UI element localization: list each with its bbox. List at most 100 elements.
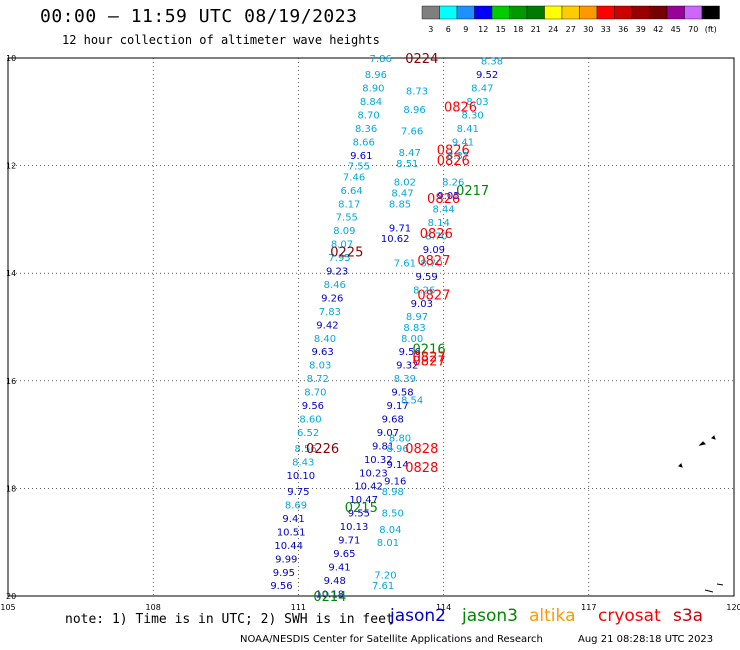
- x-tick-label: 114: [436, 603, 451, 612]
- swh-value: 9.81: [372, 441, 394, 452]
- swh-value: 8.96: [403, 105, 425, 116]
- colorbar-label: 36: [618, 25, 628, 34]
- pass-time-label: 0827: [417, 254, 450, 269]
- swh-value: 9.95: [273, 568, 295, 579]
- swh-value: 8.98: [382, 487, 404, 498]
- colorbar-label: 9: [463, 25, 468, 34]
- colorbar-label: 21: [531, 25, 541, 34]
- swh-value: 8.26: [442, 178, 464, 189]
- swh-value: 9.52: [476, 70, 498, 81]
- swh-value: 10.32: [364, 455, 393, 466]
- swh-value: 7.61: [372, 581, 394, 592]
- swh-value: 8.47: [391, 189, 413, 200]
- swh-value: 8.41: [457, 124, 479, 135]
- swh-value: 8.04: [379, 525, 401, 536]
- colorbar-label: 24: [548, 25, 558, 34]
- y-tick-label: 18: [6, 484, 16, 493]
- legend-jason3: jason3: [462, 606, 518, 626]
- swh-value: 8.26: [413, 285, 435, 296]
- pass-time-label: 0826: [437, 154, 470, 169]
- colorbar-swatch: [456, 5, 475, 20]
- colorbar-swatch: [474, 5, 493, 20]
- pass-time-label: 0827: [413, 354, 446, 369]
- colorbar-label: 6: [446, 25, 451, 34]
- swh-value: 8.09: [333, 226, 355, 237]
- colorbar-label: 33: [601, 25, 611, 34]
- swh-value: 8.54: [401, 396, 423, 407]
- colorbar-swatch: [649, 5, 668, 20]
- swh-value: 9.16: [384, 476, 406, 487]
- y-tick-label: 16: [6, 377, 16, 386]
- swh-value: 8.97: [406, 312, 428, 323]
- x-tick-label: 120: [726, 603, 740, 612]
- swh-value: 8.03: [466, 97, 488, 108]
- swh-value: 9.42: [316, 320, 338, 331]
- swh-value: 9.56: [270, 581, 292, 592]
- colorbar-swatch: [526, 5, 545, 20]
- swh-value: 10.44: [274, 541, 303, 552]
- colorbar-label: 3: [428, 25, 433, 34]
- swh-value: 8.85: [389, 199, 411, 210]
- colorbar-label: 12: [478, 25, 488, 34]
- swh-value: 8.01: [377, 538, 399, 549]
- map-frame: [7, 57, 735, 597]
- swh-value: 9.56: [399, 347, 421, 358]
- colorbar-swatch: [701, 5, 720, 20]
- swh-value: 9.17: [386, 401, 408, 412]
- colorbar-swatch: [561, 5, 580, 20]
- swh-value: 9.56: [302, 401, 324, 412]
- y-tick-label: 20: [6, 592, 16, 601]
- credit-text: NOAA/NESDIS Center for Satellite Applica…: [240, 634, 543, 645]
- colorbar-label: 18: [513, 25, 523, 34]
- swh-value: 7.61: [394, 258, 416, 269]
- swh-value: 8.17: [338, 199, 360, 210]
- y-tick-label: 10: [6, 54, 16, 63]
- swh-value: 9.71: [338, 536, 360, 547]
- swh-value: 8.47: [399, 148, 421, 159]
- swh-value: 8.03: [309, 361, 331, 372]
- colorbar-swatch: [439, 5, 458, 20]
- swh-value: 10.47: [349, 495, 378, 506]
- swh-value: 9.58: [391, 388, 413, 399]
- colorbar-swatch: [684, 5, 703, 20]
- pass-time-label: 0827: [413, 351, 446, 366]
- legend-altika: altika: [529, 606, 576, 626]
- swh-value: 8.66: [353, 137, 375, 148]
- pass-time-label: 0216: [413, 343, 446, 358]
- swh-value: 8.14: [428, 218, 450, 229]
- swh-value: 8.07: [331, 240, 353, 251]
- colorbar-swatch: [421, 5, 440, 20]
- swh-value: 8.69: [285, 501, 307, 512]
- lat-lon-grid: [8, 58, 734, 596]
- swh-value: 10.42: [354, 482, 383, 493]
- swh-value: 8.30: [462, 110, 484, 121]
- swh-value: 8.38: [481, 57, 503, 68]
- swh-value: 9.07: [377, 428, 399, 439]
- swh-value: 9.09: [423, 245, 445, 256]
- swh-value: 9.59: [416, 272, 438, 283]
- page-title: 00:00 – 11:59 UTC 08/19/2023: [40, 6, 358, 27]
- swh-value: 10.62: [381, 234, 410, 245]
- pass-time-label: 0226: [306, 442, 339, 457]
- swh-value: 9.05: [437, 191, 459, 202]
- pass-time-label: 0214: [313, 590, 346, 605]
- swh-value: 7.95: [328, 253, 350, 264]
- swh-value: 9.23: [326, 267, 348, 278]
- swh-value: 8.96: [386, 444, 408, 455]
- colorbar-swatch: [509, 5, 528, 20]
- colorbar-label: 70: [688, 25, 698, 34]
- swh-value: 8.60: [299, 414, 321, 425]
- x-tick-label: 105: [0, 603, 15, 612]
- pass-time-label: 0217: [456, 184, 489, 199]
- pass-time-label: 0215: [345, 501, 378, 516]
- swh-value: 8.50: [382, 509, 404, 520]
- swh-value: 8.40: [314, 334, 336, 345]
- swh-value: 9.75: [287, 487, 309, 498]
- pass-time-label: 0826: [444, 100, 477, 115]
- x-tick-label: 108: [146, 603, 161, 612]
- pass-time-label: 0828: [405, 442, 438, 457]
- colorbar-swatch: [544, 5, 563, 20]
- swh-value: 8.39: [394, 374, 416, 385]
- swh-value: 9.71: [389, 223, 411, 234]
